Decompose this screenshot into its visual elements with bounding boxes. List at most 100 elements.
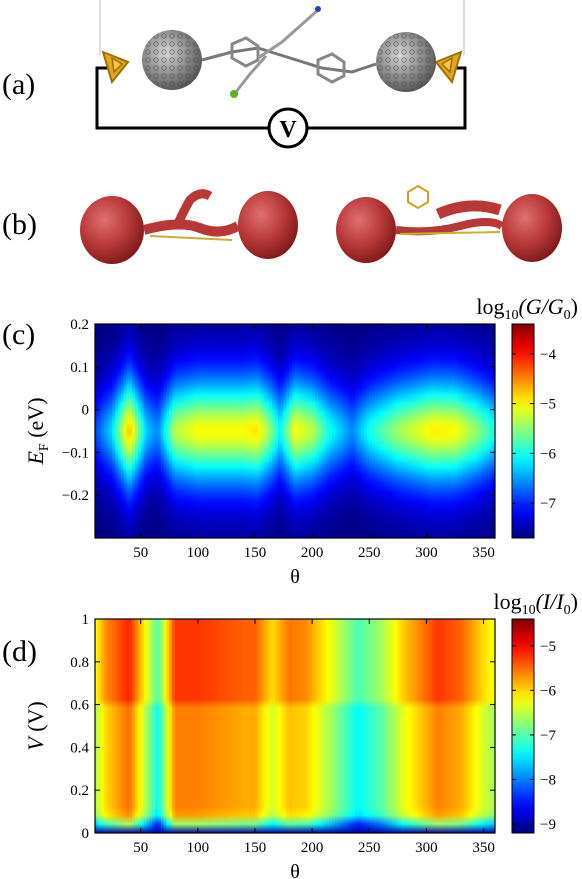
y-tick-label: 0.2: [70, 317, 89, 333]
heatmap-column: [180, 619, 185, 833]
heatmap-column: [115, 324, 119, 538]
y-tick-label: 0.6: [70, 698, 89, 714]
heatmap-column: [172, 619, 176, 833]
heatmap-column: [457, 324, 462, 538]
heatmap-column: [343, 619, 348, 833]
heatmap-column: [317, 324, 322, 538]
heatmap-column: [106, 324, 110, 538]
heatmap-column: [360, 619, 365, 833]
heatmap-column: [235, 619, 239, 833]
heatmap-column: [217, 619, 222, 833]
heatmap-column: [257, 619, 262, 833]
heatmap-column: [189, 324, 193, 538]
colorbar: [511, 323, 535, 539]
heatmap-column: [135, 324, 139, 538]
heatmap-column: [157, 324, 162, 538]
heatmap-column: [215, 619, 219, 833]
heatmap-column: [492, 619, 495, 833]
heatmap-column: [206, 324, 210, 538]
heatmap-column: [380, 324, 385, 538]
y-tick-label: 0.4: [70, 740, 89, 756]
heatmap-column: [400, 324, 405, 538]
colorbar-tick-label: −5: [540, 639, 556, 655]
heatmap-column: [226, 619, 230, 833]
heatmap-column: [240, 619, 245, 833]
heatmap-column: [209, 619, 213, 833]
plot-frame: [94, 618, 496, 834]
heatmap-column: [412, 324, 416, 538]
colorbar-title: log10(G/G0): [476, 294, 578, 323]
heatmap-column: [326, 619, 330, 833]
heatmap-column: [420, 324, 425, 538]
heatmap-column: [349, 324, 353, 538]
heatmap-column: [329, 324, 333, 538]
heatmap-column: [140, 324, 145, 538]
heatmap-column: [480, 619, 485, 833]
heatmap-column: [323, 619, 328, 833]
heatmap-column: [215, 324, 219, 538]
heatmap-column: [463, 324, 468, 538]
heatmap-column: [283, 324, 288, 538]
heatmap-column: [109, 324, 113, 538]
heatmap-column: [452, 619, 456, 833]
plot-frame: [94, 323, 496, 539]
heatmap-column: [203, 324, 208, 538]
heatmap-column: [303, 619, 308, 833]
heatmap-column: [355, 324, 359, 538]
heatmap-column: [135, 619, 139, 833]
heatmap-column: [286, 324, 290, 538]
heatmap-column: [377, 619, 382, 833]
heatmap-column: [403, 324, 408, 538]
heatmap-column: [337, 619, 342, 833]
heatmap-column: [412, 619, 416, 833]
y-axis-label: V (V): [23, 701, 48, 751]
heatmap-column: [212, 324, 216, 538]
x-tick-label: 100: [187, 840, 210, 856]
heatmap-column: [466, 324, 470, 538]
heatmap-column: [486, 619, 490, 833]
heatmap-column: [369, 324, 373, 538]
heatmap-column: [352, 619, 356, 833]
heatmap-column: [409, 619, 413, 833]
heatmap-column: [149, 324, 153, 538]
heatmap-column: [323, 324, 328, 538]
heatmap-column: [469, 619, 473, 833]
heatmap-column: [266, 324, 270, 538]
heatmap-column: [437, 324, 442, 538]
heatmap-column: [255, 619, 259, 833]
heatmap-column: [355, 619, 359, 833]
heatmap-column: [460, 619, 465, 833]
heatmap-column: [163, 324, 168, 538]
heatmap-column: [95, 324, 99, 538]
x-axis-label: θ: [290, 861, 300, 879]
molecule-backbone: [201, 6, 377, 98]
heatmap-cells: [95, 619, 495, 833]
heatmap-column: [289, 619, 293, 833]
heatmap-column: [440, 619, 445, 833]
heatmap-column: [312, 324, 316, 538]
heatmap-column: [343, 324, 348, 538]
heatmap-column: [429, 324, 433, 538]
heatmap-column: [103, 324, 108, 538]
colorbar-tick-label: −6: [540, 683, 556, 699]
current-heatmap: 50 100 150 200 250 300 350 0 0.2 0.4 0.6 0.8 1 θ V (V)…: [23, 589, 578, 879]
heatmap-column: [386, 324, 390, 538]
heatmap-column: [335, 619, 339, 833]
heatmap-column: [195, 619, 199, 833]
heatmap-column: [475, 619, 479, 833]
heatmap-column: [283, 619, 288, 833]
heatmap-column: [415, 324, 419, 538]
y-tick-label: −0.1: [62, 445, 89, 461]
heatmap-column: [269, 324, 273, 538]
fullerene-right: [376, 32, 436, 92]
heatmap-column: [352, 324, 356, 538]
heatmap-column: [489, 324, 493, 538]
heatmap-column: [280, 619, 285, 833]
heatmap-column: [375, 324, 379, 538]
heatmap-column: [483, 324, 488, 538]
heatmap-column: [297, 619, 302, 833]
heatmap-column: [177, 619, 182, 833]
heatmap-column: [406, 324, 410, 538]
heatmap-column: [195, 324, 199, 538]
heatmap-column: [203, 619, 208, 833]
